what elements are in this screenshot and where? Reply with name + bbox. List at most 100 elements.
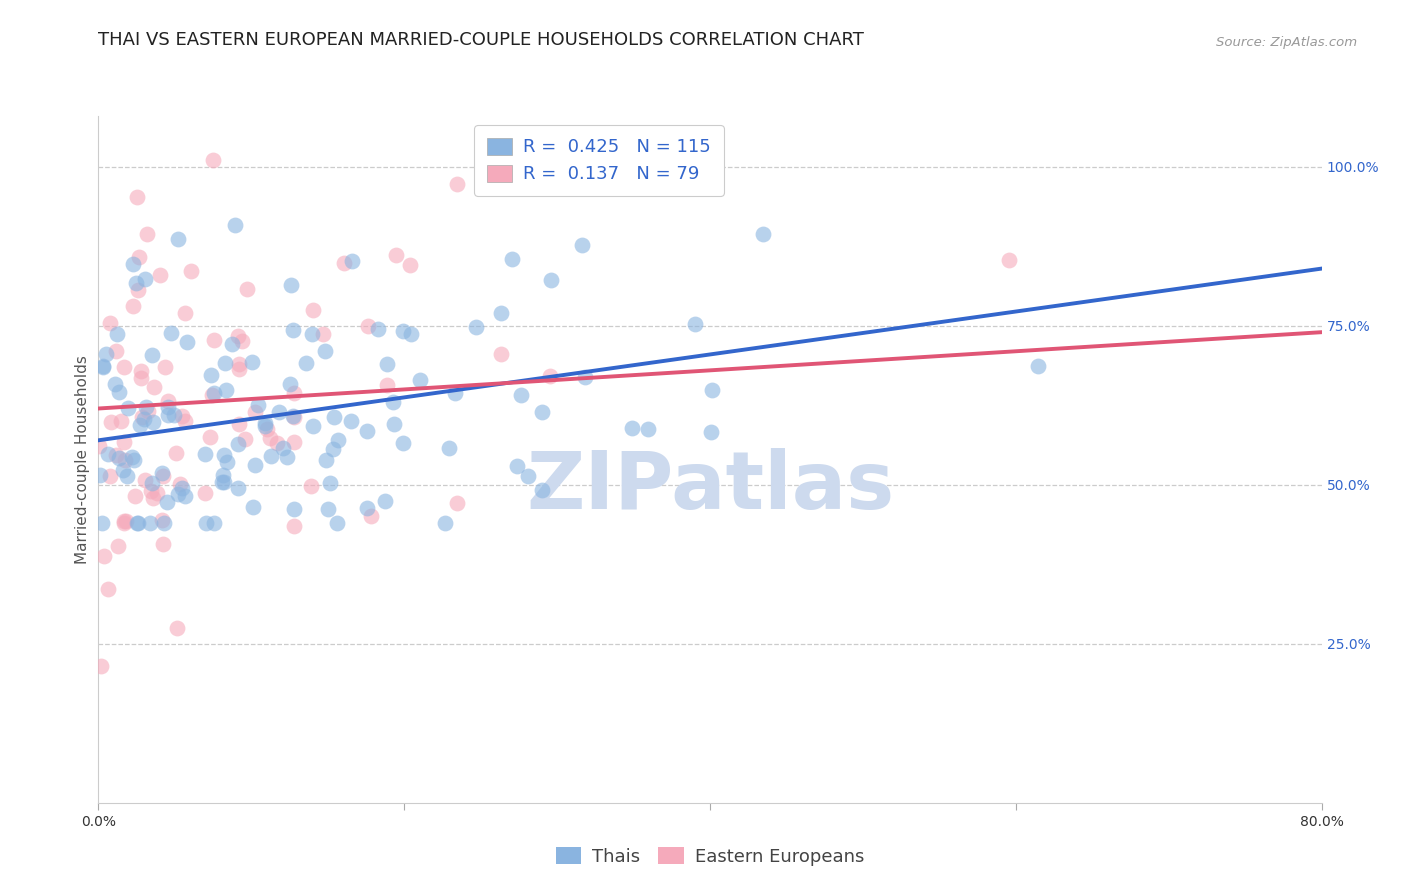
Point	[156, 408, 179, 422]
Point	[108, 385, 131, 400]
Point	[174, 489, 197, 503]
Point	[356, 500, 378, 515]
Point	[375, 377, 398, 392]
Point	[489, 306, 512, 320]
Point	[253, 418, 276, 433]
Point	[114, 453, 136, 467]
Point	[107, 540, 129, 554]
Point	[312, 327, 335, 342]
Point	[105, 327, 128, 342]
Point	[408, 374, 430, 388]
Point	[105, 448, 128, 462]
Point	[266, 435, 288, 450]
Point	[97, 447, 120, 461]
Point	[501, 252, 523, 267]
Point	[236, 282, 259, 296]
Point	[340, 414, 363, 428]
Point	[278, 376, 301, 391]
Point	[89, 467, 111, 482]
Point	[259, 431, 281, 445]
Point	[212, 475, 235, 489]
Point	[110, 414, 132, 428]
Text: ZIPatlas: ZIPatlas	[526, 448, 894, 526]
Point	[100, 415, 122, 429]
Point	[141, 348, 163, 362]
Point	[375, 357, 398, 371]
Point	[157, 393, 180, 408]
Point	[382, 417, 405, 431]
Point	[283, 519, 305, 533]
Point	[211, 468, 233, 483]
Point	[228, 417, 250, 431]
Point	[202, 516, 225, 530]
Point	[211, 475, 233, 490]
Point	[134, 473, 156, 487]
Point	[162, 408, 184, 422]
Legend: Thais, Eastern Europeans: Thais, Eastern Europeans	[548, 839, 872, 872]
Point	[283, 502, 305, 516]
Point	[105, 344, 128, 359]
Point	[240, 355, 263, 369]
Point	[121, 299, 143, 313]
Point	[385, 248, 408, 262]
Point	[382, 395, 405, 409]
Point	[439, 441, 461, 455]
Point	[360, 509, 382, 524]
Point	[202, 333, 225, 347]
Point	[91, 516, 114, 530]
Point	[443, 385, 465, 400]
Point	[340, 253, 363, 268]
Point	[637, 422, 659, 436]
Point	[506, 459, 529, 474]
Point	[194, 516, 217, 530]
Point	[142, 415, 165, 429]
Point	[299, 479, 322, 493]
Point	[301, 326, 323, 341]
Point	[228, 362, 250, 376]
Point	[112, 462, 135, 476]
Point	[87, 439, 110, 453]
Point	[90, 659, 112, 673]
Point	[228, 357, 250, 371]
Point	[301, 303, 323, 318]
Point	[683, 318, 706, 332]
Point	[150, 512, 173, 526]
Point	[127, 190, 149, 204]
Point	[93, 359, 115, 374]
Point	[127, 516, 149, 530]
Point	[314, 344, 336, 359]
Point	[510, 388, 533, 402]
Point	[176, 335, 198, 350]
Point	[322, 442, 344, 456]
Point	[172, 481, 194, 495]
Point	[143, 380, 166, 394]
Point	[491, 347, 513, 361]
Point	[117, 401, 139, 415]
Point	[152, 516, 174, 530]
Point	[333, 256, 356, 270]
Point	[215, 455, 238, 469]
Point	[620, 421, 643, 435]
Point	[446, 495, 468, 509]
Point	[167, 232, 190, 246]
Point	[132, 412, 155, 426]
Point	[401, 326, 423, 341]
Point	[98, 469, 121, 483]
Point	[166, 446, 188, 460]
Point	[280, 278, 302, 293]
Point	[356, 425, 378, 439]
Point	[152, 537, 174, 551]
Point	[392, 324, 415, 338]
Point	[136, 227, 159, 241]
Point	[112, 514, 135, 528]
Point	[149, 268, 172, 282]
Point	[398, 258, 420, 272]
Point	[574, 370, 596, 384]
Point	[256, 422, 278, 436]
Point	[243, 458, 266, 472]
Point	[96, 347, 118, 361]
Point	[271, 441, 294, 455]
Point	[357, 318, 380, 333]
Point	[323, 410, 346, 425]
Point	[152, 466, 174, 480]
